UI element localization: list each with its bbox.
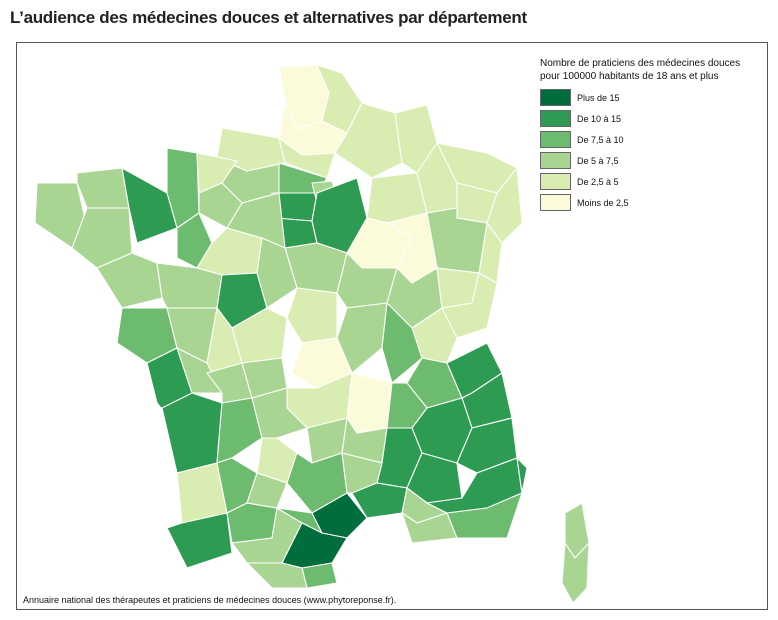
legend-title-line2: pour 100000 habitants de 18 ans et plus: [540, 71, 719, 82]
dept-loire: [346, 372, 393, 434]
legend-item-1: Plus de 15: [540, 87, 762, 108]
france-choropleth-map: [34, 64, 590, 604]
dept-pyrenees-orientales: [301, 562, 338, 589]
legend-label-2: De 10 à 15: [577, 113, 622, 124]
dept-oise: [278, 136, 336, 179]
legend-label-1: Plus de 15: [577, 92, 620, 103]
legend-label-3: De 7,5 à 10: [577, 134, 624, 145]
dept-ille-et-vilaine: [121, 166, 178, 244]
dept-var: [446, 492, 523, 539]
source-note: Annuaire national des thérapeutes et pra…: [23, 595, 397, 605]
dept-cher: [286, 287, 338, 344]
dept-cotes-darmor: [76, 167, 130, 209]
dept-loir-et-cher: [256, 237, 298, 309]
legend-swatch-1: [540, 89, 571, 106]
dept-saone-et-loire: [381, 301, 423, 384]
dept-pyrenees-atlantiques: [166, 512, 233, 569]
map-title: L’audience des médecines douces et alter…: [10, 8, 527, 27]
legend-label-5: De 2,5 à 5: [577, 176, 619, 187]
dept-morbihan: [71, 207, 133, 269]
legend-item-4: De 5 à 7,5: [540, 150, 762, 171]
legend-title-line1: Nombre de praticiens des médecines douce…: [540, 58, 741, 69]
dept-gers: [226, 502, 278, 544]
legend-swatch-4: [540, 152, 571, 169]
legend-swatch-5: [540, 173, 571, 190]
dept-ariege: [245, 562, 308, 589]
dept-tarn-et-garonne: [246, 472, 288, 509]
dept-alpes-maritimes: [516, 456, 528, 494]
dept-corse-du-sud: [561, 541, 590, 604]
legend-item-3: De 7,5 à 10: [540, 129, 762, 150]
map-frame: Nombre de praticiens des médecines douce…: [16, 42, 768, 610]
legend-swatch-6: [540, 194, 571, 211]
legend-swatch-2: [540, 110, 571, 127]
legend-title: Nombre de praticiens des médecines douce…: [540, 57, 762, 83]
legend-swatch-3: [540, 131, 571, 148]
legend-label-6: Moins de 2,5: [577, 197, 629, 208]
legend-label-4: De 5 à 7,5: [577, 155, 619, 166]
dept-indre: [231, 307, 288, 364]
legend-item-5: De 2,5 à 5: [540, 171, 762, 192]
legend: Nombre de praticiens des médecines douce…: [540, 57, 762, 213]
legend-item-6: Moins de 2,5: [540, 192, 762, 213]
dept-gironde: [161, 392, 223, 474]
dept-dordogne: [216, 397, 263, 464]
legend-item-2: De 10 à 15: [540, 108, 762, 129]
dept-bas-rhin: [486, 166, 523, 244]
